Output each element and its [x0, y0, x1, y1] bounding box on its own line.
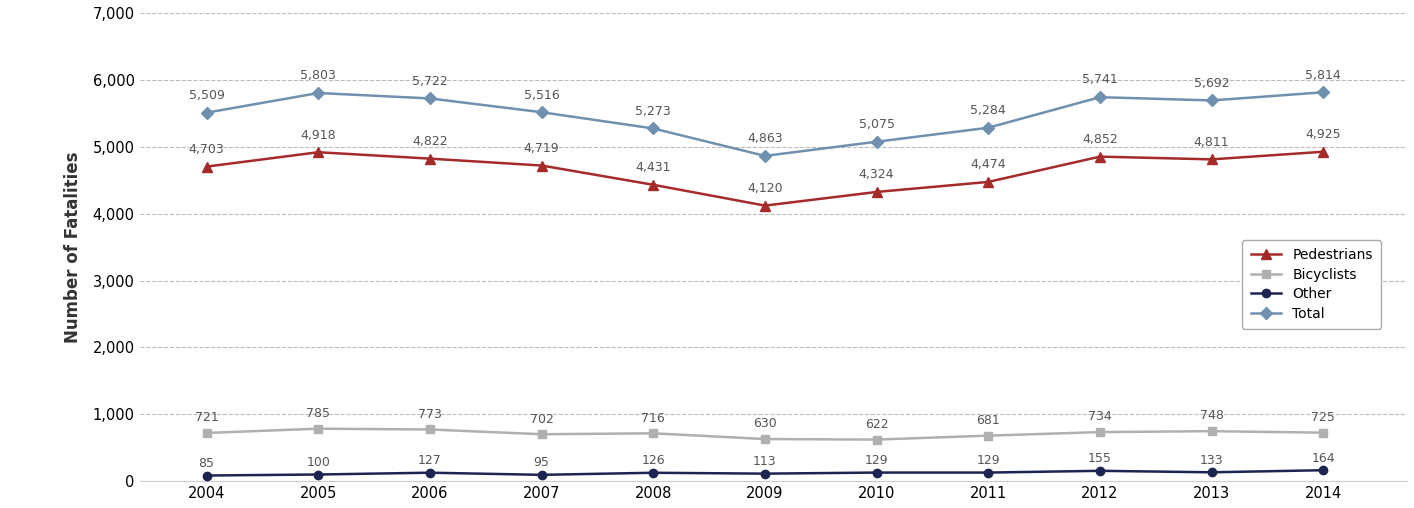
- Pedestrians: [310, 149, 327, 155]
- Pedestrians: [756, 203, 773, 209]
- Pedestrians: [421, 155, 438, 162]
- Total: [1315, 89, 1332, 96]
- Text: 5,075: 5,075: [858, 118, 895, 131]
- Text: 5,741: 5,741: [1082, 74, 1118, 86]
- Text: 748: 748: [1199, 409, 1223, 423]
- Other: [1203, 469, 1220, 475]
- Text: 5,509: 5,509: [188, 89, 225, 102]
- Total: [868, 139, 885, 145]
- Other: [310, 471, 327, 478]
- Text: 5,692: 5,692: [1193, 77, 1229, 90]
- Other: [645, 470, 662, 476]
- Text: 133: 133: [1200, 454, 1223, 467]
- Total: [645, 125, 662, 132]
- Line: Total: Total: [202, 88, 1328, 160]
- Text: 702: 702: [530, 412, 553, 426]
- Other: [868, 469, 885, 475]
- Total: [310, 90, 327, 96]
- Bicyclists: [198, 430, 215, 436]
- Total: [980, 124, 997, 131]
- Text: 785: 785: [307, 407, 331, 420]
- Bicyclists: [1315, 430, 1332, 436]
- Other: [198, 472, 215, 479]
- Text: 4,703: 4,703: [188, 143, 225, 156]
- Line: Bicyclists: Bicyclists: [202, 425, 1328, 444]
- Bicyclists: [868, 436, 885, 442]
- Other: [421, 470, 438, 476]
- Text: 129: 129: [865, 454, 888, 467]
- Text: 4,863: 4,863: [747, 132, 783, 145]
- Text: 155: 155: [1087, 453, 1111, 465]
- Pedestrians: [868, 189, 885, 195]
- Text: 622: 622: [865, 418, 888, 431]
- Other: [980, 469, 997, 475]
- Pedestrians: [1203, 156, 1220, 163]
- Text: 100: 100: [307, 456, 331, 469]
- Text: 5,803: 5,803: [300, 69, 337, 82]
- Line: Other: Other: [202, 466, 1328, 480]
- Total: [421, 96, 438, 102]
- Pedestrians: [1315, 149, 1332, 155]
- Text: 5,284: 5,284: [970, 104, 1007, 117]
- Y-axis label: Number of Fatalities: Number of Fatalities: [64, 151, 82, 343]
- Text: 113: 113: [754, 455, 776, 468]
- Other: [1315, 467, 1332, 473]
- Text: 4,918: 4,918: [300, 129, 337, 142]
- Other: [756, 470, 773, 477]
- Text: 773: 773: [419, 408, 443, 421]
- Other: [533, 472, 550, 478]
- Text: 164: 164: [1312, 452, 1335, 465]
- Bicyclists: [421, 426, 438, 432]
- Text: 734: 734: [1089, 410, 1111, 423]
- Text: 85: 85: [198, 457, 215, 470]
- Line: Pedestrians: Pedestrians: [202, 147, 1328, 210]
- Pedestrians: [533, 163, 550, 169]
- Bicyclists: [756, 436, 773, 442]
- Text: 4,719: 4,719: [523, 142, 560, 155]
- Bicyclists: [980, 433, 997, 439]
- Text: 5,273: 5,273: [635, 105, 672, 118]
- Text: 126: 126: [642, 455, 665, 467]
- Text: 721: 721: [195, 411, 219, 424]
- Text: 4,822: 4,822: [411, 135, 448, 148]
- Bicyclists: [533, 431, 550, 437]
- Bicyclists: [1203, 428, 1220, 434]
- Text: 4,474: 4,474: [970, 158, 1007, 171]
- Total: [1203, 98, 1220, 104]
- Pedestrians: [198, 164, 215, 170]
- Text: 4,925: 4,925: [1305, 128, 1340, 141]
- Text: 725: 725: [1311, 411, 1335, 424]
- Text: 5,814: 5,814: [1305, 69, 1340, 82]
- Bicyclists: [645, 430, 662, 436]
- Other: [1092, 468, 1109, 474]
- Pedestrians: [1092, 153, 1109, 160]
- Bicyclists: [1092, 429, 1109, 435]
- Legend: Pedestrians, Bicyclists, Other, Total: Pedestrians, Bicyclists, Other, Total: [1243, 240, 1381, 329]
- Pedestrians: [645, 182, 662, 188]
- Text: 630: 630: [754, 418, 776, 430]
- Text: 95: 95: [533, 457, 550, 469]
- Text: 681: 681: [977, 414, 1000, 427]
- Total: [198, 110, 215, 116]
- Text: 4,431: 4,431: [635, 161, 672, 174]
- Text: 5,722: 5,722: [411, 75, 448, 88]
- Text: 4,324: 4,324: [858, 168, 895, 181]
- Text: 127: 127: [419, 454, 441, 467]
- Text: 129: 129: [977, 454, 1000, 467]
- Text: 4,811: 4,811: [1193, 136, 1229, 149]
- Total: [756, 153, 773, 159]
- Text: 5,516: 5,516: [523, 88, 560, 102]
- Bicyclists: [310, 426, 327, 432]
- Total: [533, 109, 550, 115]
- Pedestrians: [980, 179, 997, 185]
- Total: [1092, 94, 1109, 100]
- Text: 4,120: 4,120: [747, 182, 783, 195]
- Text: 716: 716: [642, 411, 665, 425]
- Text: 4,852: 4,852: [1082, 133, 1118, 146]
